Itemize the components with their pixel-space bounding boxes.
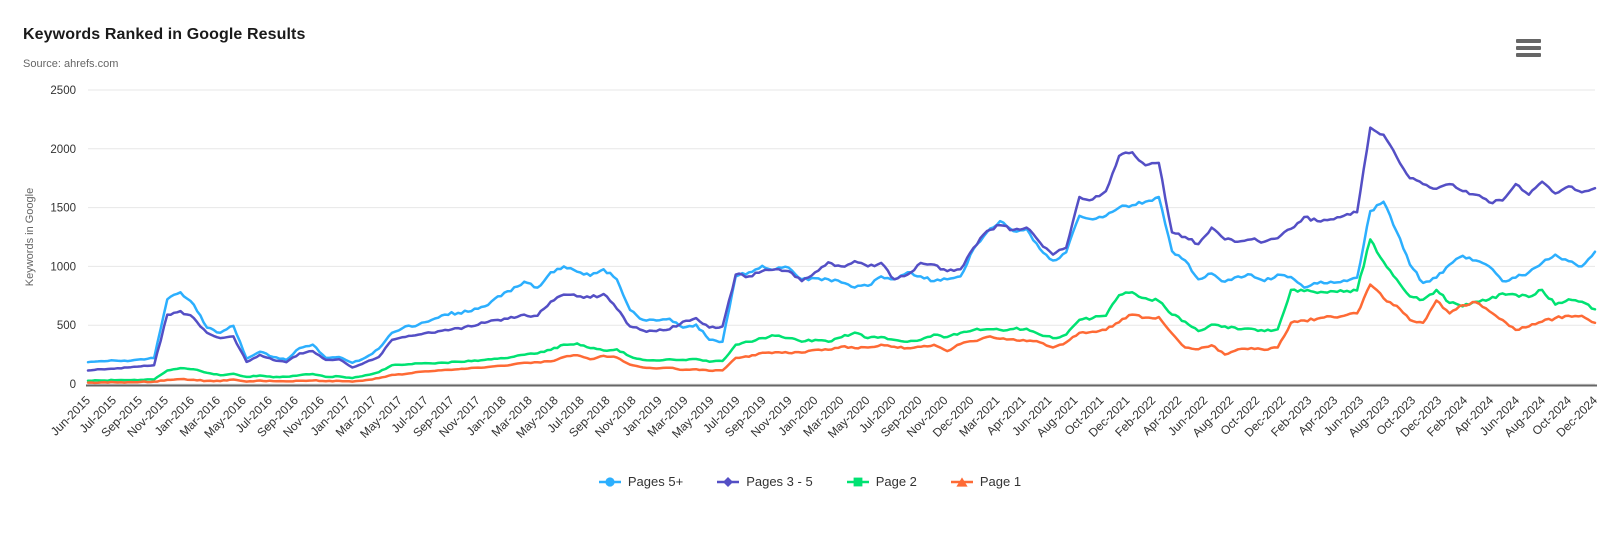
legend-label: Page 2 — [875, 474, 917, 489]
chart-context-menu-button[interactable] — [1513, 36, 1545, 60]
legend-item-page-2[interactable]: Page 2 — [846, 474, 917, 489]
series-line-pages-3-5 — [86, 126, 1597, 372]
series-line-pages-5 — [86, 195, 1597, 365]
chart-subtitle: Source: ahrefs.com — [23, 58, 119, 70]
y-axis-tick-label: 0 — [70, 379, 76, 391]
legend-marker-diamond-icon — [717, 476, 740, 487]
legend: Pages 5+ Pages 3 - 5 Page 2 Page 1 — [0, 474, 1620, 489]
legend-marker-triangle-icon — [950, 476, 973, 487]
legend-item-pages-5[interactable]: Pages 5+ — [598, 474, 684, 489]
y-axis-title: Keywords in Google — [24, 188, 36, 286]
chart-title: Keywords Ranked in Google Results — [23, 26, 306, 43]
legend-item-page-1[interactable]: Page 1 — [950, 474, 1022, 489]
legend-label: Pages 5+ — [627, 474, 684, 489]
y-axis-tick-label: 2000 — [50, 144, 76, 156]
y-axis-tick-label: 1000 — [50, 261, 76, 273]
hamburger-icon — [1516, 46, 1541, 50]
series-line-page-2 — [86, 238, 1597, 383]
legend-label: Page 1 — [979, 474, 1022, 489]
legend-item-pages-3-5[interactable]: Pages 3 - 5 — [717, 474, 813, 489]
hamburger-icon — [1516, 39, 1541, 43]
hamburger-icon — [1516, 53, 1541, 57]
y-axis-tick-label: 2500 — [50, 85, 76, 97]
legend-marker-square-icon — [846, 477, 869, 486]
y-axis-tick-label: 1500 — [50, 203, 76, 215]
legend-marker-circle-icon — [598, 476, 621, 487]
y-axis-tick-label: 500 — [57, 320, 76, 332]
legend-label: Pages 3 - 5 — [746, 474, 813, 489]
series-line-page-1 — [86, 283, 1597, 385]
